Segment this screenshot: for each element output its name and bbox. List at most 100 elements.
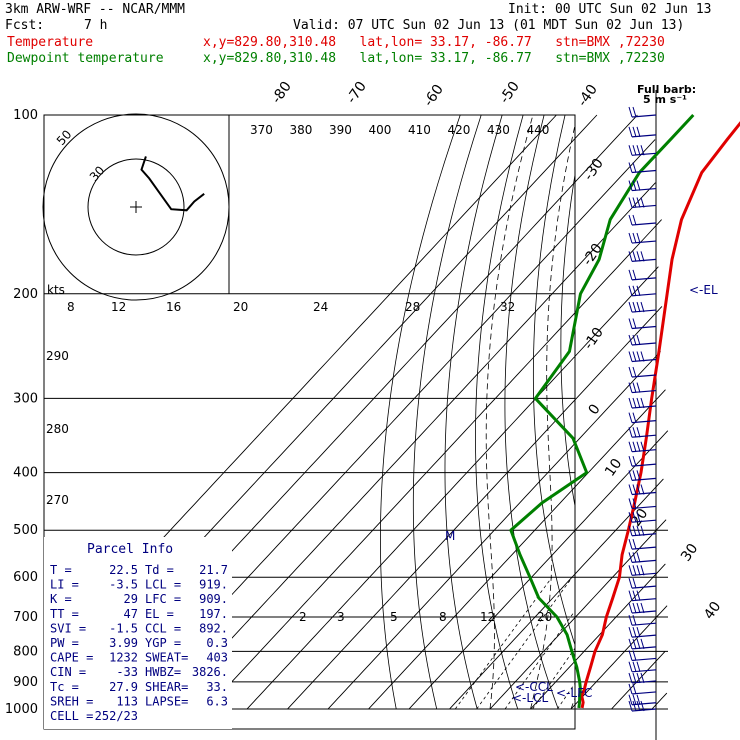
pressure-label-900: 900 (13, 675, 38, 690)
wind-barb-40-flag-2 (636, 694, 641, 705)
wind-barb-22-flag-1 (632, 470, 637, 481)
wind-barb-35-flag-2 (636, 638, 641, 650)
wind-barb-23-flag-0 (628, 484, 633, 495)
wind-barb-11-flag-2 (636, 301, 641, 313)
parcel-value-left-5: 3.99 (109, 636, 138, 650)
parcel-key-left-6: CAPE = (50, 651, 93, 665)
hodograph-unit-label: kts (47, 283, 65, 297)
wind-barb-28-flag-1 (632, 552, 637, 563)
parcel-key-left-1: LI = (50, 578, 79, 592)
wind-barb-7-flag-2 (636, 232, 641, 244)
wind-barb-32-flag-0 (628, 602, 633, 614)
wind-barb-8-flag-0 (628, 251, 633, 262)
isotherm--30 (368, 389, 666, 710)
wind-barb-5-flag-0 (628, 197, 633, 208)
mixing-ratio-upper-label-1: 12 (111, 300, 126, 314)
theta-e-label-7: 440 (527, 123, 550, 137)
wind-barb-6-flag-0 (628, 214, 633, 226)
parcel-key-right-3: EL = (145, 607, 174, 621)
mixing-ratio-lower-label-5: 20 (537, 610, 552, 624)
wind-barb-22-flag-0 (628, 470, 633, 481)
parcel-key-left-0: T = (50, 563, 72, 577)
wind-barb-2-flag-0 (628, 145, 633, 156)
wind-barb-16-flag-2 (636, 382, 641, 393)
parcel-key-right-6: SWEAT= (145, 651, 188, 665)
wind-barb-29-flag-2 (636, 565, 641, 576)
forecast-label: Fcst: (5, 18, 45, 33)
mixing-ratio-lower-label-2: 5 (390, 610, 398, 624)
wind-barb-19-flag-0 (628, 427, 633, 438)
wind-barb-41-flag-0 (628, 700, 633, 712)
parcel-key-right-2: LFC = (145, 592, 181, 606)
parcel-value-right-5: 0.3 (206, 636, 228, 650)
parcel-value-left-9: 113 (116, 694, 138, 708)
wind-barbs (628, 106, 657, 712)
wind-barb-1-flag-1 (632, 126, 637, 137)
parcel-value-left-2: 29 (124, 592, 138, 606)
pressure-label-400: 400 (13, 466, 38, 481)
wind-barb-0-flag-1 (632, 106, 637, 118)
mixing-ratio-upper-label-3: 20 (233, 300, 248, 314)
marker-lfc: <-LFC (556, 686, 592, 700)
mixing-ratio-lower-label-3: 8 (439, 610, 447, 624)
isotherm--70 (206, 219, 662, 710)
dry-adiabat-330 (613, 115, 720, 709)
wind-barb-25-flag-1 (632, 512, 637, 523)
dry-adiabats (380, 115, 720, 710)
parcel-value-right-1: 919. (199, 578, 228, 592)
moist-adiabat-40 (652, 115, 740, 709)
barb-key-line2: 5 m s⁻¹ (643, 93, 687, 106)
wind-barb-34-flag-0 (628, 626, 633, 638)
wind-barb-7-flag-1 (632, 232, 637, 244)
wind-barb-12-flag-0 (628, 318, 633, 329)
wind-barb-40-flag-0 (628, 694, 633, 705)
series-1-line (509, 113, 695, 709)
wind-barb-11-flag-3 (640, 301, 645, 313)
wind-barb-2-flag-2 (636, 145, 641, 156)
wind-barb-30-flag-1 (632, 577, 637, 589)
hodograph-ring-label-outer: 50 (54, 127, 75, 148)
parcel-value-right-6: 403 (206, 651, 228, 665)
legend-temperature-label: Temperature (7, 35, 94, 50)
moist-adiabats (485, 115, 740, 710)
dry-adiabat-290 (504, 115, 559, 710)
wind-barb-41-flag-2 (636, 700, 641, 712)
pressure-label-600: 600 (13, 570, 38, 585)
wind-barb-39-flag-1 (632, 683, 637, 695)
wind-barb-36-flag-0 (628, 650, 633, 661)
parcel-key-left-9: SREH = (50, 694, 93, 708)
parcel-key-left-2: K = (50, 592, 72, 606)
theta-e-label-5: 420 (448, 123, 471, 137)
wind-barb-23-flag-3 (640, 484, 645, 495)
isotherm-10 (530, 563, 666, 710)
wind-barb-0-flag-0 (628, 106, 633, 118)
wind-barb-21-flag-1 (632, 455, 637, 467)
wind-barb-26-flag-1 (632, 525, 637, 536)
wind-barb-3-flag-1 (632, 162, 637, 173)
wind-barb-14-flag-0 (628, 351, 633, 362)
parcel-value-right-3: 197. (199, 607, 228, 621)
wind-barb-27-flag-0 (628, 539, 633, 550)
wind-barb-2-flag-1 (632, 145, 637, 156)
moist-adiabat-10 (530, 123, 575, 710)
isotherm-label-7: -10 (581, 325, 607, 353)
barb-key-line1: Full barb: (637, 83, 696, 96)
parcel-key-left-10: CELL = (50, 709, 93, 723)
hodograph-ring-inner (87, 158, 185, 256)
wind-barb-40-flag-1 (632, 694, 637, 705)
wind-barb-14-flag-1 (632, 351, 637, 362)
wind-barb-8-flag-3 (640, 251, 645, 262)
isotherm-label-1: -70 (344, 79, 370, 107)
wind-barb-8-flag-2 (636, 251, 641, 262)
wind-barb-29-flag-1 (632, 565, 637, 576)
parcel-value-right-4: 892. (199, 621, 228, 635)
wind-barb-27-flag-1 (632, 539, 637, 550)
parcel-key-left-8: Tc = (50, 680, 79, 694)
wind-barb-29-flag-0 (628, 565, 633, 576)
model-title: 3km ARW-WRF -- NCAR/MMM (5, 2, 186, 17)
parcel-info-title: Parcel Info (87, 542, 173, 557)
dry-adiabat-300 (532, 115, 575, 647)
isotherm--50 (287, 306, 663, 710)
theta-e-label-6: 430 (487, 123, 510, 137)
